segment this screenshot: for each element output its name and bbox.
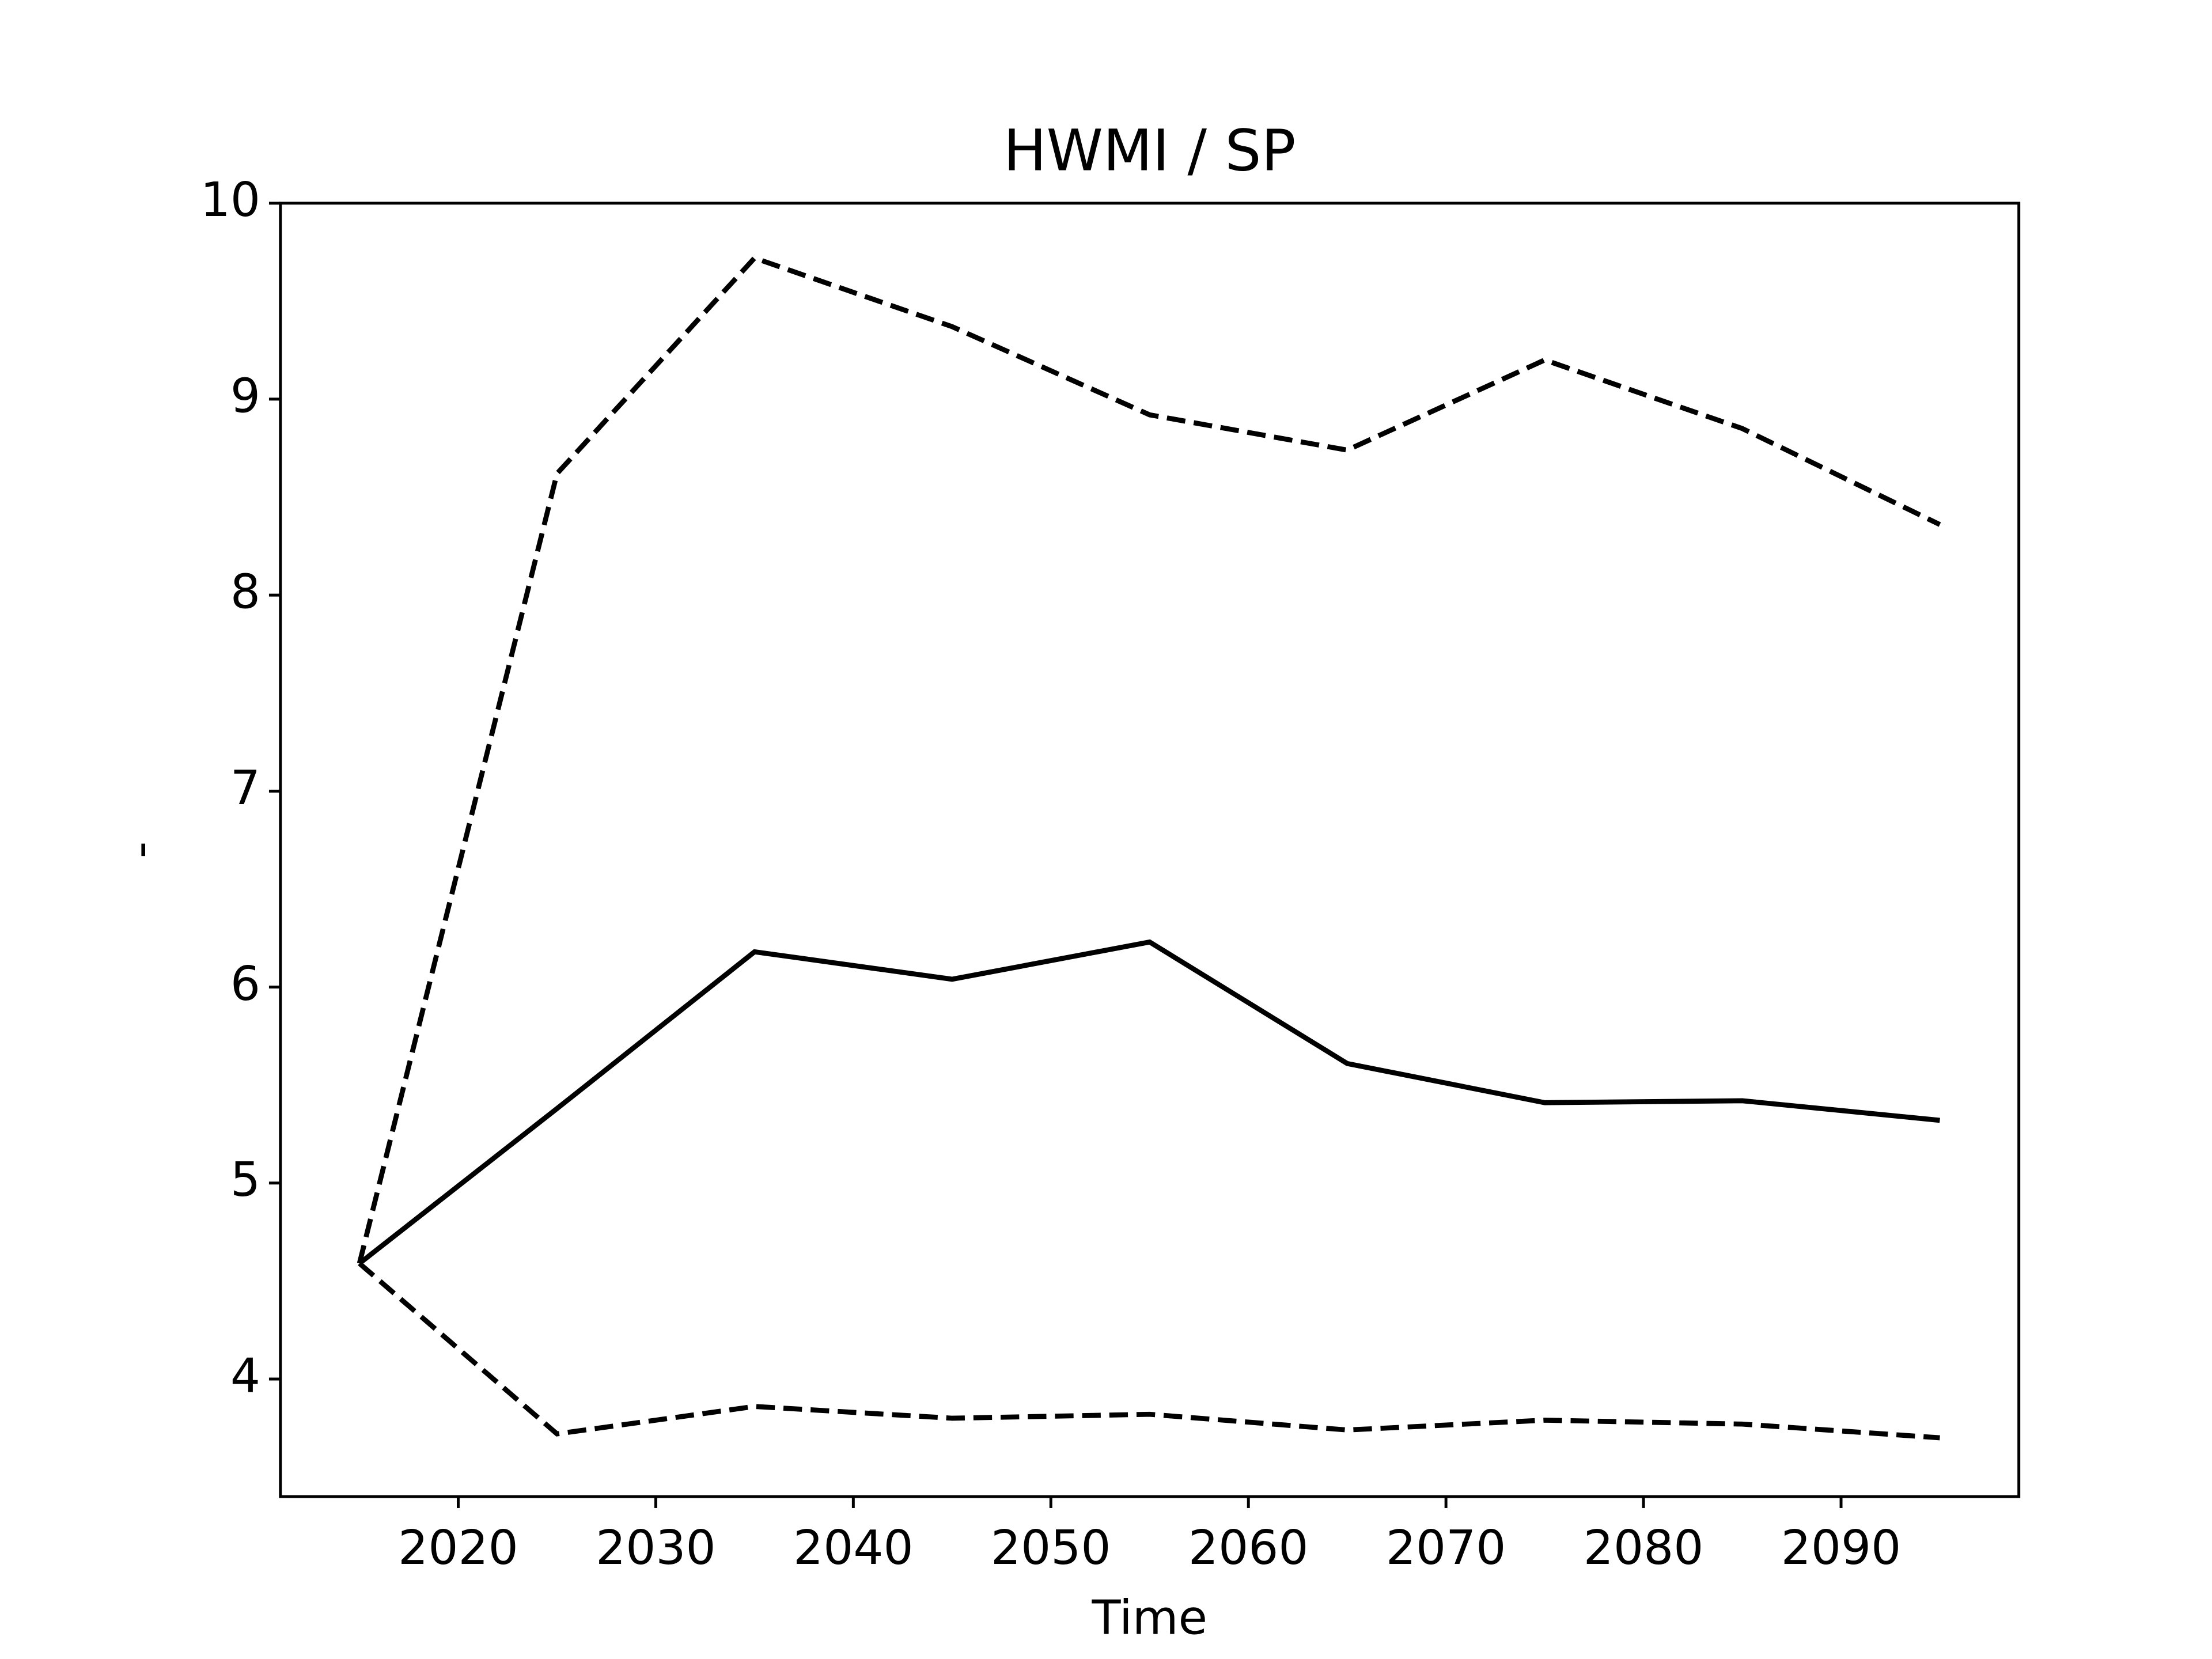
x-tick-label: 2040 xyxy=(793,1521,914,1575)
series-line xyxy=(357,255,1941,1264)
x-tick-label: 2060 xyxy=(1188,1521,1309,1575)
y-tick-label: 4 xyxy=(230,1349,260,1403)
x-tick-label: 2050 xyxy=(991,1521,1111,1575)
x-tick-label: 2090 xyxy=(1781,1521,1902,1575)
y-tick-label: 9 xyxy=(230,369,260,423)
series-line xyxy=(358,939,1940,1266)
series-line xyxy=(358,1261,1940,1441)
x-tick-label: 2030 xyxy=(596,1521,716,1575)
y-tick-label: 10 xyxy=(200,173,260,228)
y-axis-label: - xyxy=(113,842,168,859)
x-tick-label: 2080 xyxy=(1584,1521,1704,1575)
y-tick-label: 8 xyxy=(230,565,260,620)
y-tick-label: 5 xyxy=(230,1153,260,1207)
x-tick-label: 2020 xyxy=(398,1521,518,1575)
plot-frame xyxy=(279,202,2021,1498)
y-tick-label: 7 xyxy=(230,761,260,816)
x-axis-label: Time xyxy=(1091,1591,1207,1646)
y-tick-label: 6 xyxy=(230,957,260,1012)
x-tick-label: 2070 xyxy=(1386,1521,1506,1575)
chart-title: HWMI / SP xyxy=(1003,118,1296,184)
